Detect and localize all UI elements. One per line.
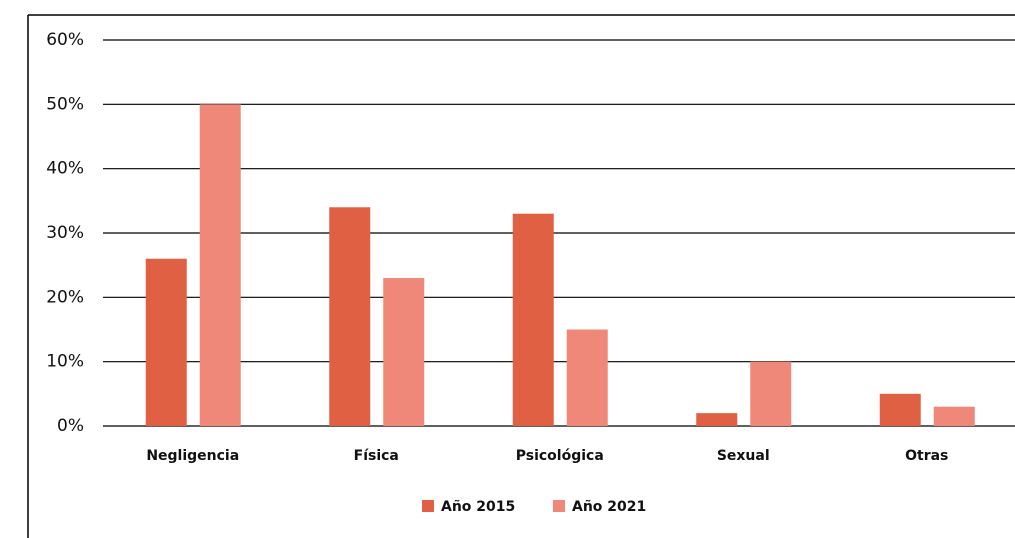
bar — [329, 207, 371, 426]
x-tick-label: Sexual — [717, 448, 770, 464]
bar — [933, 406, 975, 426]
x-tick-label: Otras — [905, 448, 948, 464]
bar — [696, 413, 738, 426]
bar — [879, 393, 921, 426]
bar — [199, 104, 241, 426]
bar — [383, 278, 425, 426]
x-tick-label: Psicológica — [516, 448, 604, 464]
y-tick-label: 0% — [57, 416, 84, 436]
legend-label: Año 2015 — [441, 499, 515, 515]
bar — [512, 213, 554, 426]
bar — [145, 258, 187, 426]
y-tick-label: 50% — [46, 94, 84, 114]
y-tick-label: 20% — [46, 287, 84, 307]
y-tick-label: 60% — [46, 30, 84, 50]
legend-label: Año 2021 — [572, 499, 646, 515]
y-tick-label: 30% — [46, 223, 84, 243]
x-tick-label: Negligencia — [146, 448, 239, 464]
legend-swatch — [422, 500, 434, 512]
bar — [750, 361, 792, 426]
bar — [566, 329, 608, 426]
y-tick-label: 10% — [46, 352, 84, 372]
y-tick-label: 40% — [46, 159, 84, 179]
x-tick-label: Física — [354, 448, 399, 464]
legend-swatch — [553, 500, 565, 512]
